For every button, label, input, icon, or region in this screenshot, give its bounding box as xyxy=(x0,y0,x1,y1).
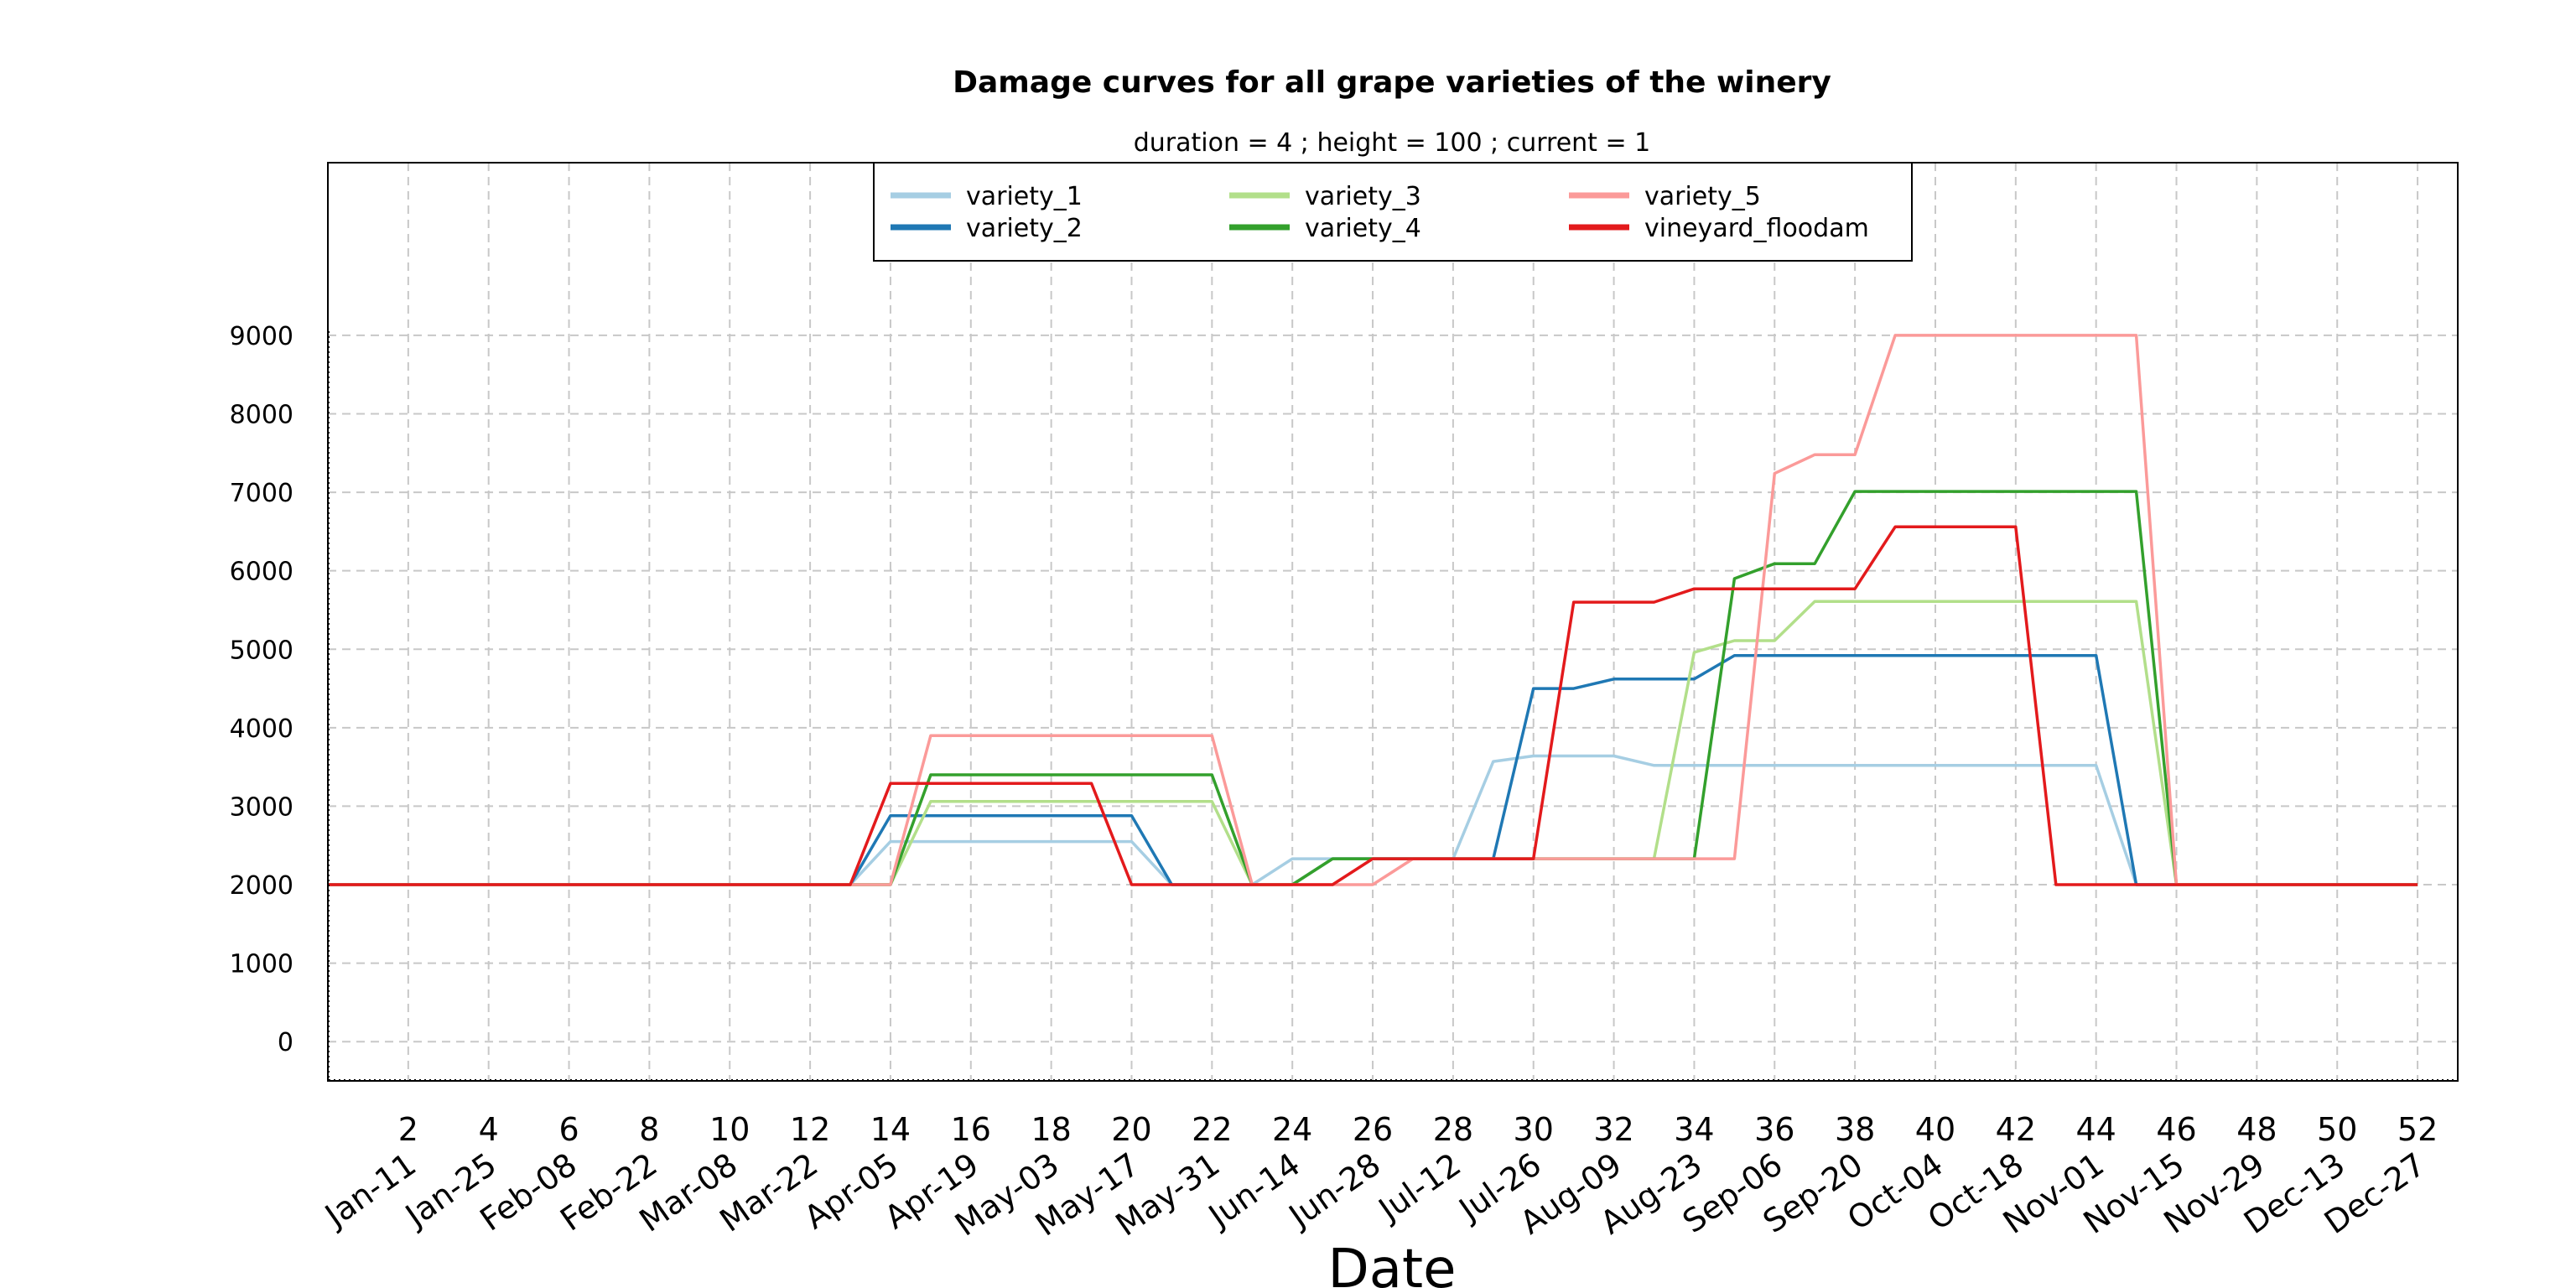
x-tick-label-week: 34 xyxy=(1674,1111,1714,1148)
x-axis-label: Date xyxy=(1328,1239,1457,1288)
legend-box xyxy=(873,162,1913,262)
x-tick-label-date: Jul-12 xyxy=(1371,1145,1467,1228)
y-tick-label: 9000 xyxy=(230,322,293,351)
chart-title: Damage curves for all grape varieties of… xyxy=(953,65,1831,100)
legend-label: variety_4 xyxy=(1305,214,1421,243)
x-tick-label-week: 50 xyxy=(2317,1111,2357,1148)
y-tick-label: 2000 xyxy=(230,871,293,901)
y-tick-label: 7000 xyxy=(230,479,293,508)
legend-label: variety_2 xyxy=(966,214,1083,243)
x-tick-label-week: 36 xyxy=(1754,1111,1794,1148)
x-tick-label-week: 38 xyxy=(1835,1111,1875,1148)
x-tick-label-week: 4 xyxy=(479,1111,499,1148)
legend-label: variety_5 xyxy=(1644,182,1761,211)
x-tick-label-date: Jun-28 xyxy=(1281,1145,1387,1235)
x-tick-label-week: 10 xyxy=(709,1111,750,1148)
x-tick-label-week: 12 xyxy=(790,1111,830,1148)
x-tick-label-week: 46 xyxy=(2156,1111,2196,1148)
legend-label: variety_3 xyxy=(1305,182,1421,211)
x-tick-label-week: 6 xyxy=(558,1111,579,1148)
legend-label: vineyard_floodam xyxy=(1644,214,1869,243)
y-tick-label: 0 xyxy=(278,1028,293,1057)
x-tick-label-week: 2 xyxy=(398,1111,418,1148)
series-line-vineyard_floodam xyxy=(328,525,2418,886)
legend: variety_1 variety_2 variety_3 variety_4 vari… xyxy=(873,162,1913,262)
x-tick-label-week: 32 xyxy=(1593,1111,1633,1148)
y-tick-label: 1000 xyxy=(230,950,293,979)
legend-label: variety_1 xyxy=(966,182,1083,211)
x-tick-label-week: 24 xyxy=(1272,1111,1312,1148)
x-tick-label-date: Jan-11 xyxy=(317,1145,423,1234)
chart-subtitle: duration = 4 ; height = 100 ; current = … xyxy=(1134,128,1651,158)
plot-lines xyxy=(328,334,2418,886)
series-line-variety_3 xyxy=(328,600,2418,886)
x-tick-label-week: 14 xyxy=(870,1111,911,1148)
x-tick-label-week: 40 xyxy=(1915,1111,1955,1148)
x-tick-label-week: 26 xyxy=(1353,1111,1393,1148)
x-tick-label-week: 20 xyxy=(1111,1111,1151,1148)
y-tick-label: 3000 xyxy=(230,792,293,822)
x-tick-label-week: 22 xyxy=(1192,1111,1232,1148)
x-tick-label-week: 8 xyxy=(639,1111,659,1148)
x-tick-label-date: Jun-14 xyxy=(1201,1145,1306,1235)
x-tick-label-week: 48 xyxy=(2236,1111,2277,1148)
x-tick-label-week: 28 xyxy=(1433,1111,1473,1148)
x-tick-label-week: 42 xyxy=(1996,1111,2036,1148)
x-tick-label-week: 52 xyxy=(2397,1111,2438,1148)
y-tick-label: 8000 xyxy=(230,400,293,429)
x-axis-ticks: 2Jan-114Jan-256Feb-088Feb-2210Mar-0812Ma… xyxy=(317,1111,2438,1244)
y-axis-ticks: 0 1000 2000 3000 4000 5000 6000 7000 8000 9000 xyxy=(230,322,293,1057)
x-tick-label-week: 30 xyxy=(1514,1111,1554,1148)
y-tick-label: 6000 xyxy=(230,558,293,587)
x-tick-label-week: 44 xyxy=(2075,1111,2116,1148)
x-tick-label-week: 18 xyxy=(1031,1111,1071,1148)
y-tick-label: 5000 xyxy=(230,636,293,665)
x-tick-label-week: 16 xyxy=(951,1111,991,1148)
y-tick-label: 4000 xyxy=(230,714,293,744)
